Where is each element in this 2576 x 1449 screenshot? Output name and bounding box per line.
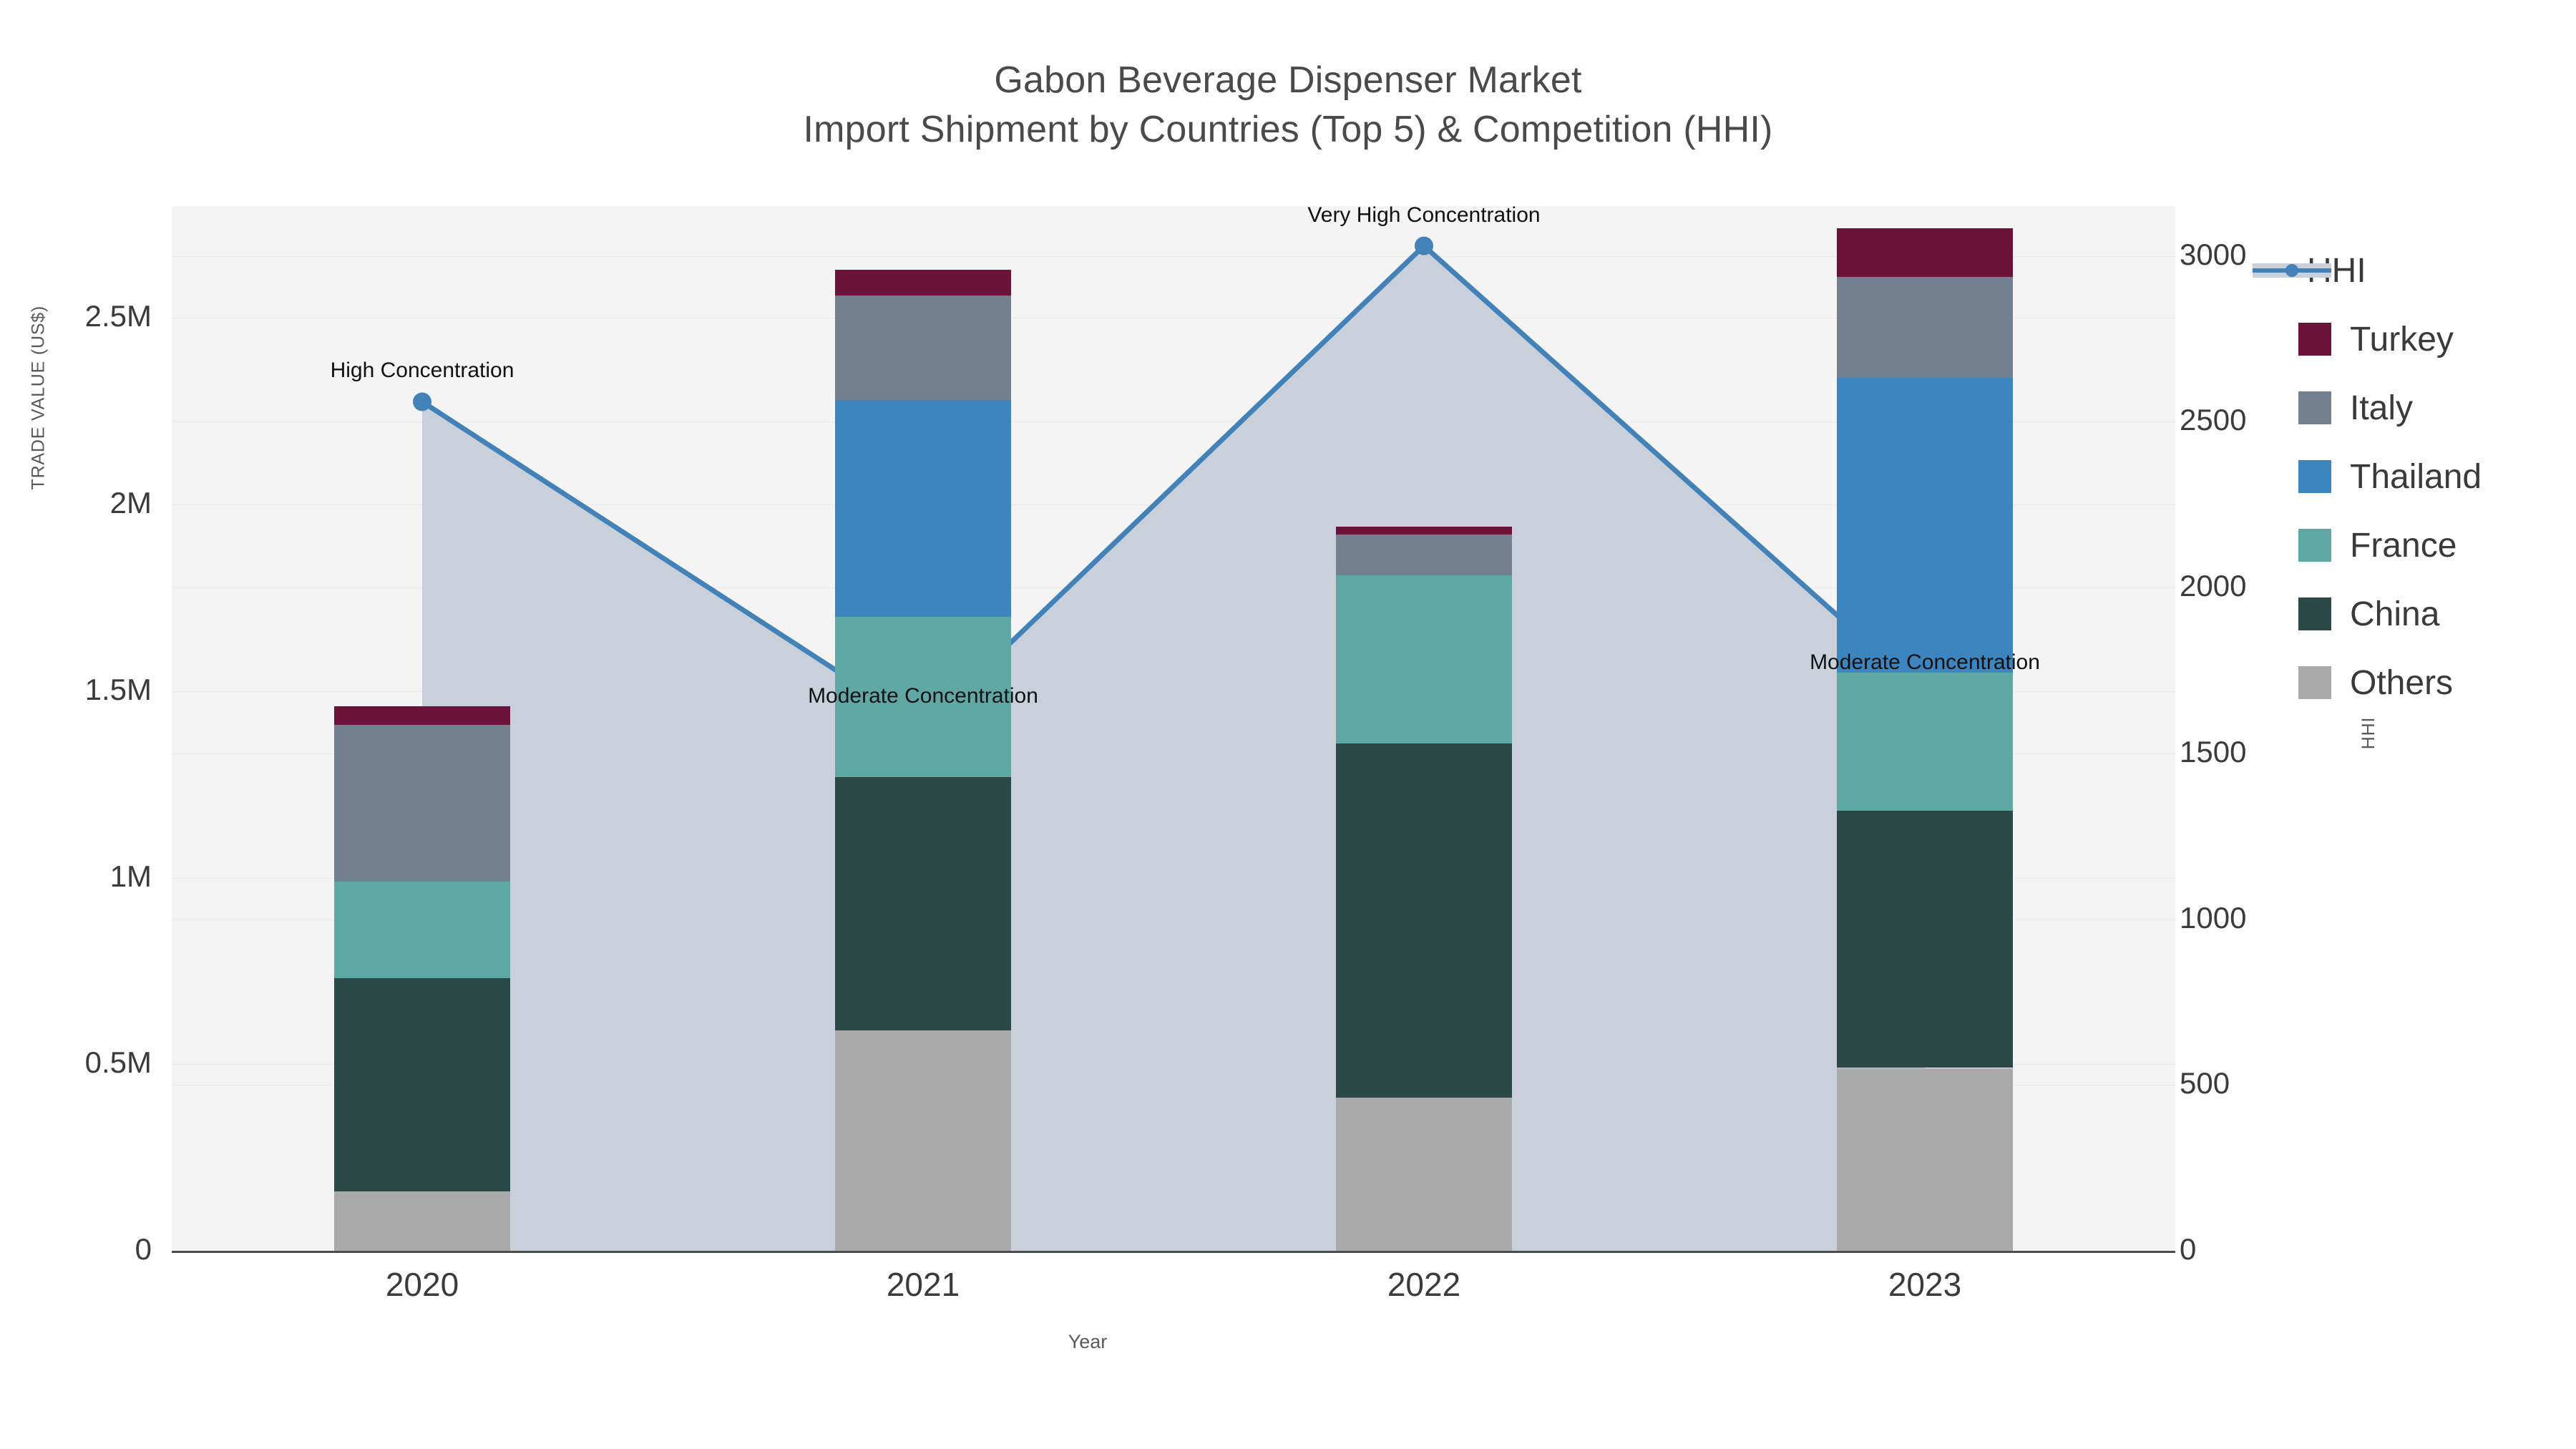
legend-swatch-icon bbox=[2298, 323, 2331, 356]
chart-title-line-2: Import Shipment by Countries (Top 5) & C… bbox=[803, 108, 1773, 150]
legend-label: Italy bbox=[2350, 389, 2414, 427]
legend-label: China bbox=[2350, 595, 2440, 633]
y-axis-left-label: TRADE VALUE (US$) bbox=[28, 305, 49, 490]
x-axis-label: Year bbox=[1068, 1331, 1108, 1352]
legend-label: Turkey bbox=[2350, 320, 2454, 358]
y-axis-right-tick: 2000 bbox=[2180, 569, 2247, 603]
legend-label: France bbox=[2350, 526, 2457, 565]
bar-segment-france[interactable] bbox=[1336, 575, 1512, 743]
y-axis-right-tick: 1500 bbox=[2180, 734, 2247, 769]
bar-stack[interactable] bbox=[1837, 0, 2013, 1251]
bar-segment-china[interactable] bbox=[334, 978, 510, 1191]
legend-swatch-icon bbox=[2298, 597, 2331, 630]
legend-item-italy[interactable]: Italy bbox=[2298, 374, 2576, 442]
y-axis-left-tick: 2M bbox=[109, 486, 152, 520]
x-axis-tick-2020: 2020 bbox=[385, 1266, 459, 1303]
bar-segment-others[interactable] bbox=[334, 1191, 510, 1251]
bar-segment-china[interactable] bbox=[835, 776, 1011, 1031]
bar-segment-italy[interactable] bbox=[1837, 277, 2013, 378]
bar-segment-turkey[interactable] bbox=[1837, 228, 2013, 278]
hhi-data-point[interactable] bbox=[1415, 236, 1433, 255]
legend-label: Thailand bbox=[2350, 457, 2482, 496]
bar-segment-italy[interactable] bbox=[835, 296, 1011, 401]
legend-item-hhi[interactable]: HHI bbox=[2253, 236, 2576, 305]
annotation-label: Very High Concentration bbox=[1307, 203, 1541, 227]
bar-segment-china[interactable] bbox=[1837, 810, 2013, 1068]
bar-segment-thailand[interactable] bbox=[1837, 377, 2013, 673]
bar-segment-france[interactable] bbox=[1837, 672, 2013, 811]
legend-label: Others bbox=[2350, 663, 2454, 702]
bar-stack[interactable] bbox=[334, 0, 510, 1251]
bar-segment-thailand[interactable] bbox=[835, 400, 1011, 617]
y-axis-right-tick: 2500 bbox=[2180, 403, 2247, 437]
bar-stack[interactable] bbox=[835, 0, 1011, 1251]
y-axis-left-tick: 0.5M bbox=[84, 1045, 152, 1080]
y-axis-left-tick: 1.5M bbox=[84, 672, 152, 706]
y-axis-right-tick: 500 bbox=[2180, 1066, 2230, 1101]
y-axis-right-tick: 0 bbox=[2180, 1232, 2197, 1266]
bar-segment-china[interactable] bbox=[1336, 743, 1512, 1098]
x-axis-tick-2023: 2023 bbox=[1888, 1266, 1962, 1303]
bar-segment-turkey[interactable] bbox=[1336, 527, 1512, 535]
bar-stack[interactable] bbox=[1336, 0, 1512, 1251]
bar-segment-turkey[interactable] bbox=[835, 269, 1011, 296]
annotation-label: High Concentration bbox=[330, 358, 514, 383]
hhi-line bbox=[421, 242, 1927, 731]
bar-segment-france[interactable] bbox=[835, 616, 1011, 777]
legend-swatch-icon bbox=[2298, 460, 2331, 493]
x-axis-tick-2021: 2021 bbox=[886, 1266, 960, 1303]
bar-segment-others[interactable] bbox=[1336, 1098, 1512, 1251]
legend-line-marker-icon bbox=[2253, 254, 2331, 287]
x-axis-tick-2022: 2022 bbox=[1387, 1266, 1461, 1303]
gridline-secondary bbox=[172, 255, 2175, 257]
chart-title-line-1: Gabon Beverage Dispenser Market bbox=[994, 59, 1582, 101]
hhi-area-fill bbox=[422, 245, 1925, 1252]
annotation-label: Moderate Concentration bbox=[1810, 650, 2040, 675]
y-axis-left-tick: 0 bbox=[135, 1232, 152, 1266]
legend-item-france[interactable]: France bbox=[2298, 511, 2576, 580]
chart-title: Gabon Beverage Dispenser Market Import S… bbox=[0, 56, 2576, 154]
y-axis-left-tick: 1M bbox=[109, 859, 152, 893]
y-axis-right-tick: 1000 bbox=[2180, 900, 2247, 935]
legend-swatch-icon bbox=[2298, 529, 2331, 562]
legend-swatch-icon bbox=[2298, 666, 2331, 699]
gridline-secondary bbox=[172, 421, 2175, 423]
bar-segment-turkey[interactable] bbox=[334, 706, 510, 725]
hhi-data-point[interactable] bbox=[413, 392, 431, 411]
x-axis-line bbox=[172, 1251, 2175, 1253]
bar-segment-others[interactable] bbox=[835, 1030, 1011, 1251]
bar-segment-france[interactable] bbox=[334, 881, 510, 979]
y-axis-left-tick: 2.5M bbox=[84, 299, 152, 333]
annotation-label: Moderate Concentration bbox=[808, 683, 1038, 708]
legend-item-china[interactable]: China bbox=[2298, 580, 2576, 648]
legend-item-others[interactable]: Others bbox=[2298, 648, 2576, 717]
bar-segment-italy[interactable] bbox=[334, 724, 510, 882]
legend-item-thailand[interactable]: Thailand bbox=[2298, 442, 2576, 511]
chart-legend: HHI Turkey Italy Thailand France China Others bbox=[2253, 236, 2576, 717]
legend-item-turkey[interactable]: Turkey bbox=[2298, 305, 2576, 374]
y-axis-right-label: HHI bbox=[2358, 716, 2379, 750]
bar-segment-others[interactable] bbox=[1837, 1068, 2013, 1251]
y-axis-right-tick: 3000 bbox=[2180, 237, 2247, 271]
bar-segment-italy[interactable] bbox=[1336, 534, 1512, 576]
legend-swatch-icon bbox=[2298, 391, 2331, 424]
